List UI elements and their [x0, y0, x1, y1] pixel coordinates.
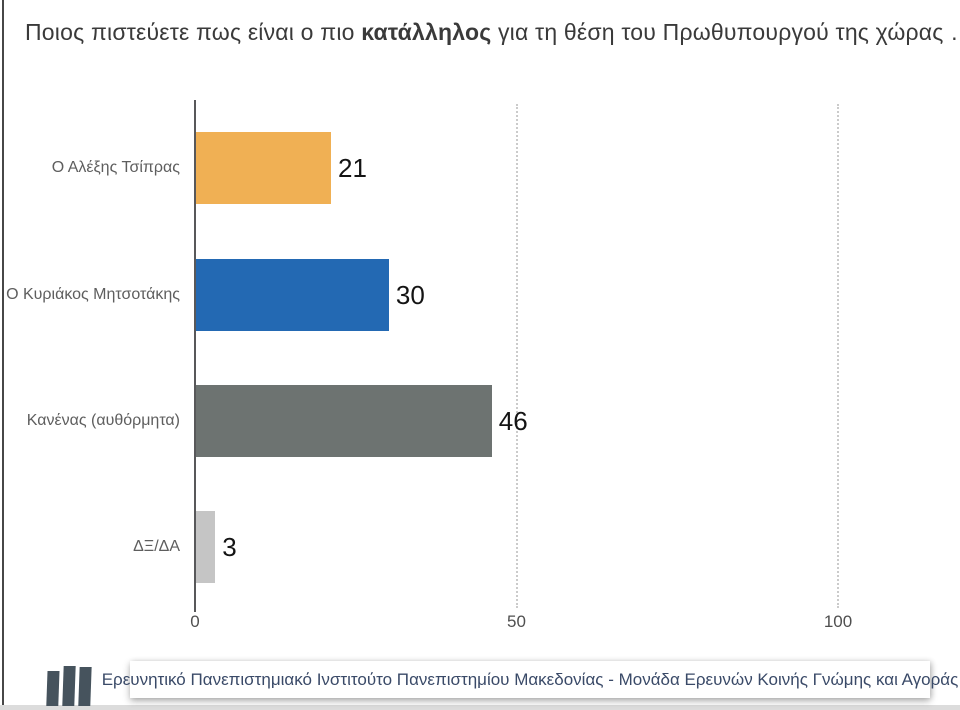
- bar-value-label: 3: [222, 531, 237, 562]
- gridline-x-50: [515, 104, 518, 608]
- category-label: Κανένας (αυθόρμητα): [26, 412, 180, 429]
- x-axis-tick-label: 0: [190, 612, 200, 631]
- bottom-edge-line: [0, 705, 960, 710]
- bar-value-label: 30: [395, 279, 425, 310]
- footer-text: Ερευνητικό Πανεπιστημιακό Ινστιτούτο Παν…: [101, 669, 959, 689]
- bar-chart-plot-area: Ο Αλέξης Τσίπρας 21 Ο Κυριάκος Μητσοτάκης 3…: [0, 100, 960, 612]
- bar-value-label: 21: [338, 152, 367, 183]
- chart-title-suffix: για τη θέση του Πρωθυπουργού της χώρας …: [491, 19, 960, 45]
- bar-row: Ο Αλέξης Τσίπρας 21: [0, 132, 960, 204]
- bar-segment: [196, 511, 216, 583]
- chart-title: Ποιος πιστεύετε πως είναι ο πιο κατάλληλ…: [25, 16, 960, 48]
- left-edge-line: [2, 0, 4, 710]
- bar-segment: [196, 259, 389, 331]
- bar-row: ΔΞ/ΔΑ 3: [0, 511, 960, 583]
- category-label: ΔΞ/ΔΑ: [133, 538, 180, 555]
- logo-bar-icon: [78, 667, 92, 706]
- bar-value-label: 46: [498, 405, 528, 436]
- y-axis-line: [194, 100, 196, 612]
- x-axis-tick-label: 100: [823, 612, 853, 631]
- bar-segment: [196, 385, 492, 457]
- chart-title-bold: κατάλληλος: [361, 19, 492, 45]
- x-axis-tick-label: 50: [507, 612, 526, 631]
- logo-bar-icon: [46, 671, 60, 706]
- bar-row: Κανένας (αυθόρμητα) 46: [0, 385, 960, 457]
- category-label: Ο Κυριάκος Μητσοτάκης: [6, 286, 180, 303]
- university-three-bars-logo-icon: [46, 665, 93, 706]
- logo-bar-icon: [62, 666, 76, 706]
- category-label: Ο Αλέξης Τσίπρας: [51, 159, 180, 176]
- chart-title-prefix: Ποιος πιστεύετε πως είναι ο πιο: [25, 19, 362, 45]
- bar-segment: [196, 132, 332, 204]
- footer-attribution-strip: Ερευνητικό Πανεπιστημιακό Ινστιτούτο Παν…: [102, 661, 958, 698]
- gridline-x-100: [837, 104, 839, 608]
- bar-row: Ο Κυριάκος Μητσοτάκης 30: [0, 259, 960, 331]
